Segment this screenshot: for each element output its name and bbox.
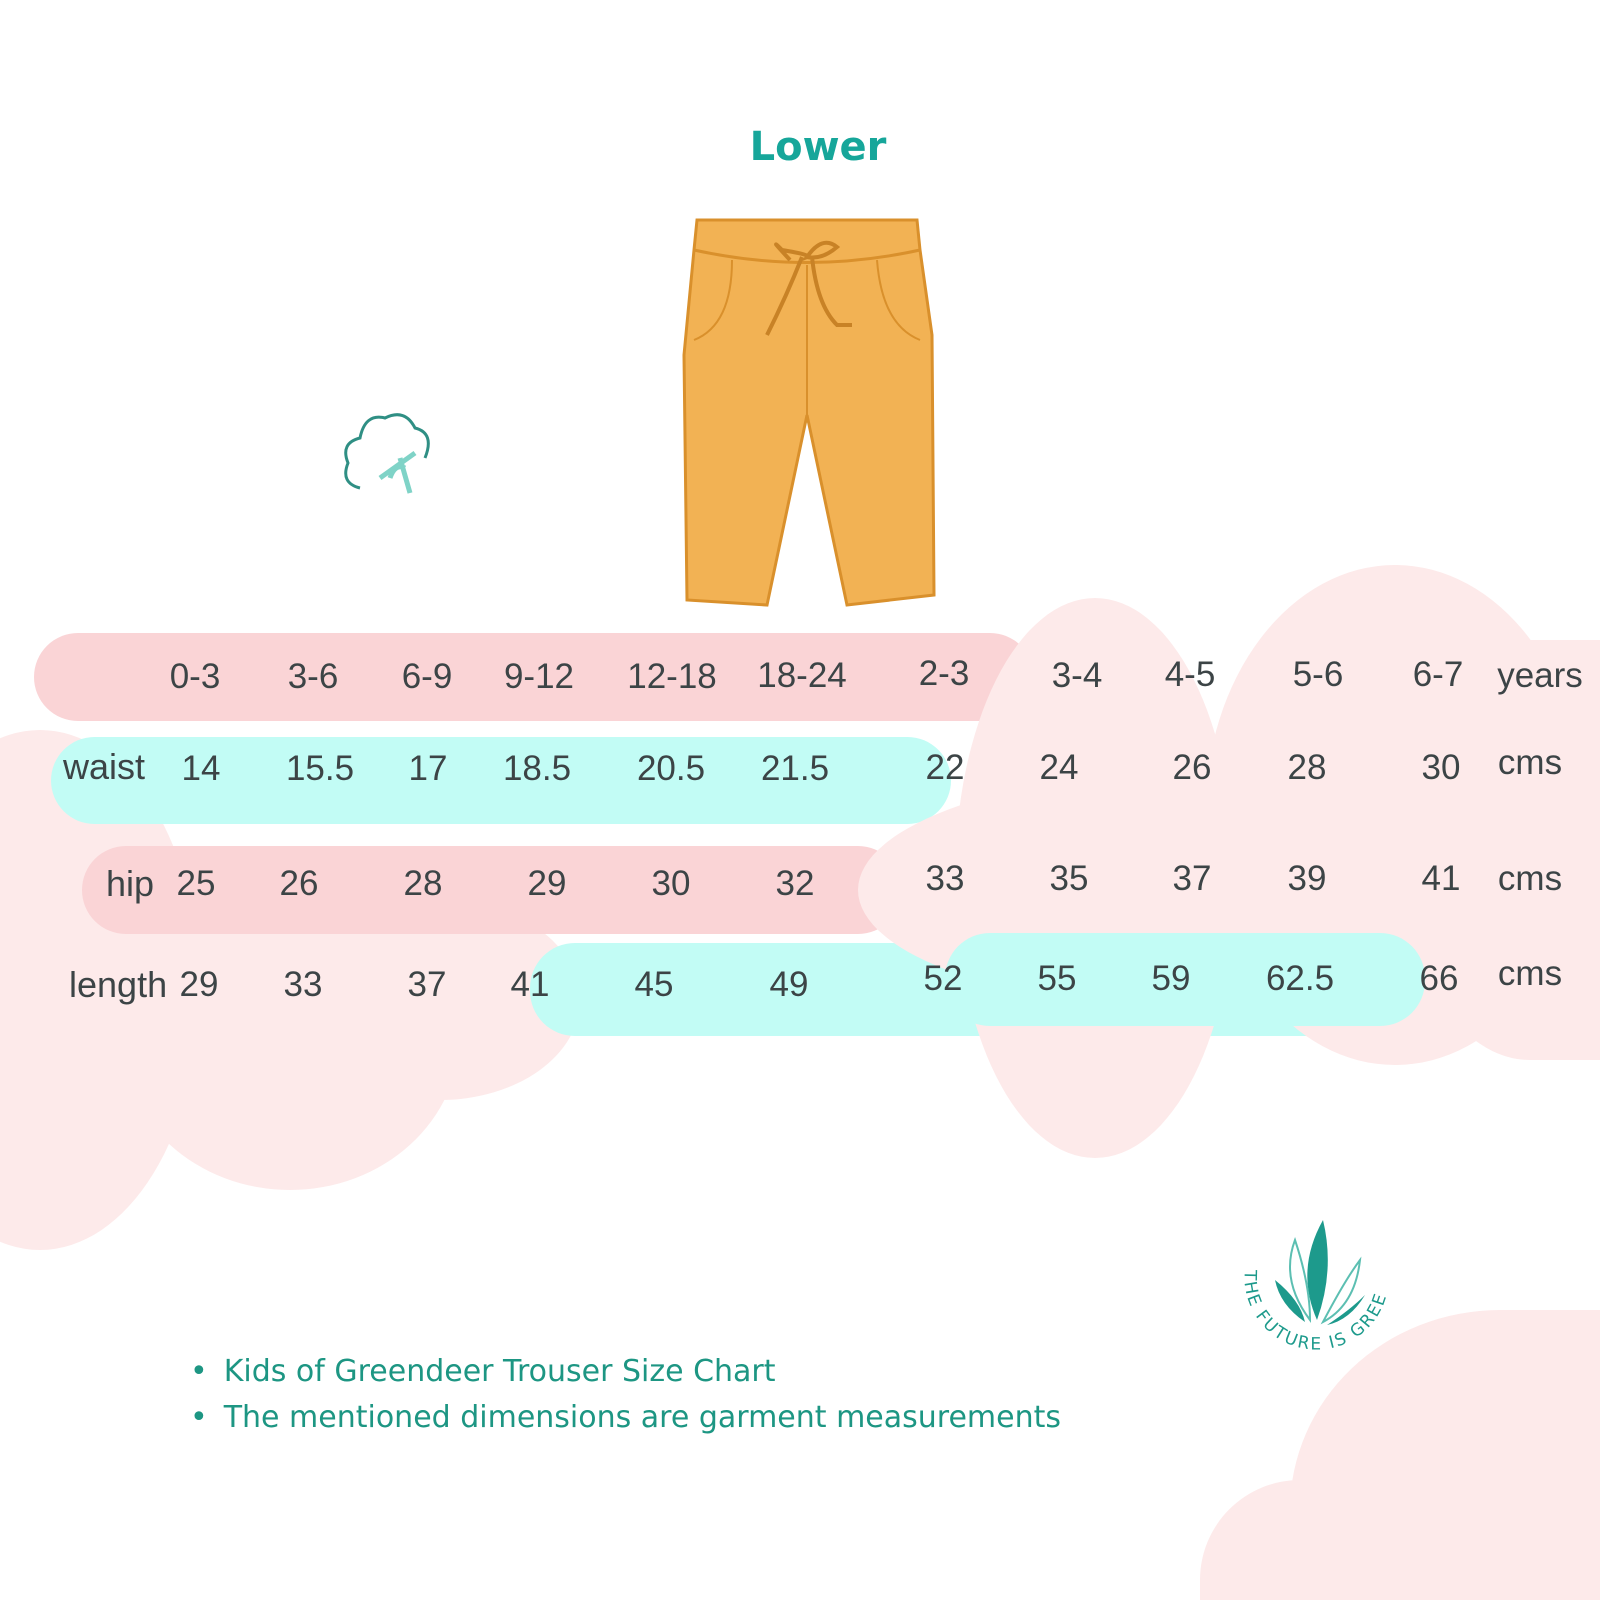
value-cell: 28 bbox=[403, 864, 443, 903]
row-label: length bbox=[69, 964, 168, 1005]
value-cell: 37 bbox=[407, 965, 447, 1004]
value-cell: 66 bbox=[1419, 959, 1459, 998]
age-cell: 4-5 bbox=[1164, 655, 1216, 694]
hip-row-bar bbox=[82, 846, 902, 934]
value-cell: 35 bbox=[1049, 859, 1089, 898]
value-cell: 37 bbox=[1172, 859, 1212, 898]
trouser-illustration bbox=[682, 218, 936, 607]
value-cell: 28 bbox=[1287, 748, 1327, 787]
value-cell: 18.5 bbox=[502, 749, 572, 788]
value-cell: 30 bbox=[1421, 748, 1461, 787]
value-cell: 15.5 bbox=[285, 749, 355, 788]
future-is-green-logo: THE FUTURE IS GREEN bbox=[1225, 1210, 1390, 1355]
unit-label: years bbox=[1497, 656, 1583, 695]
row-label: waist bbox=[63, 746, 146, 787]
value-cell: 26 bbox=[1172, 748, 1212, 787]
note-item: The mentioned dimensions are garment mea… bbox=[190, 1400, 1061, 1435]
value-cell: 29 bbox=[527, 864, 567, 903]
row-label: hip bbox=[106, 863, 155, 904]
unit-label: cms bbox=[1497, 859, 1563, 898]
age-cell: 3-6 bbox=[287, 657, 339, 696]
age-cell: 12-18 bbox=[627, 657, 717, 696]
value-cell: 26 bbox=[279, 864, 319, 903]
value-cell: 41 bbox=[510, 965, 550, 1004]
value-cell: 52 bbox=[923, 959, 963, 998]
cotton-flower-icon bbox=[344, 413, 430, 494]
value-cell: 55 bbox=[1037, 959, 1077, 998]
age-cell: 2-3 bbox=[918, 654, 970, 693]
unit-label: cms bbox=[1497, 743, 1563, 782]
value-cell: 59 bbox=[1151, 959, 1191, 998]
value-cell: 33 bbox=[283, 965, 323, 1004]
age-cell: 0-3 bbox=[169, 657, 221, 696]
value-cell: 21.5 bbox=[760, 749, 830, 788]
value-cell: 22 bbox=[925, 748, 965, 787]
age-cell: 3-4 bbox=[1051, 656, 1103, 695]
value-cell: 14 bbox=[181, 749, 221, 788]
age-row-bar bbox=[34, 633, 1034, 721]
value-cell: 39 bbox=[1287, 859, 1327, 898]
age-cell: 6-7 bbox=[1412, 655, 1464, 694]
cloud-shape bbox=[1400, 640, 1600, 1060]
page-title: Lower bbox=[749, 124, 887, 170]
value-cell: 41 bbox=[1421, 859, 1461, 898]
value-cell: 25 bbox=[176, 864, 216, 903]
waist-row-bar bbox=[51, 737, 951, 824]
age-cell: 9-12 bbox=[503, 657, 575, 696]
value-cell: 49 bbox=[769, 965, 809, 1004]
value-cell: 30 bbox=[651, 864, 691, 903]
value-cell: 20.5 bbox=[636, 749, 706, 788]
value-cell: 62.5 bbox=[1265, 959, 1335, 998]
value-cell: 17 bbox=[408, 749, 448, 788]
unit-label: cms bbox=[1497, 954, 1563, 993]
age-cell: 6-9 bbox=[401, 657, 453, 696]
value-cell: 29 bbox=[179, 965, 219, 1004]
age-cell: 18-24 bbox=[757, 656, 847, 695]
value-cell: 33 bbox=[925, 859, 965, 898]
age-cell: 5-6 bbox=[1292, 655, 1344, 694]
value-cell: 24 bbox=[1039, 748, 1079, 787]
value-cell: 32 bbox=[775, 864, 815, 903]
value-cell: 45 bbox=[634, 965, 674, 1004]
note-item: Kids of Greendeer Trouser Size Chart bbox=[190, 1354, 776, 1389]
length-row-bar-right bbox=[945, 933, 1425, 1026]
